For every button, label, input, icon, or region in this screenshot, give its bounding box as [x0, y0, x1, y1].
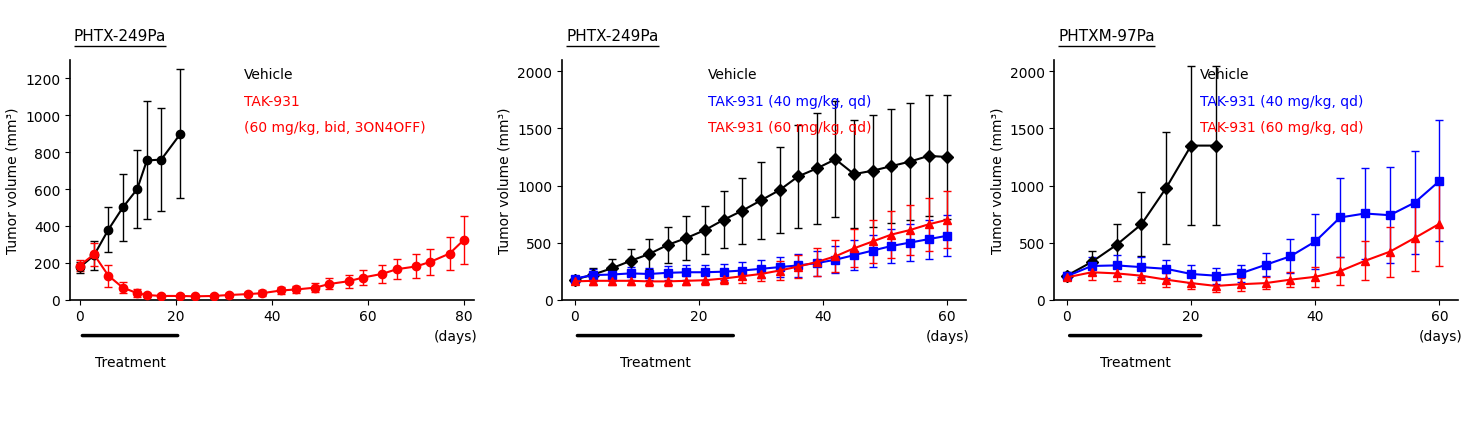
- Text: (days): (days): [926, 329, 970, 343]
- Text: TAK-931 (60 mg/kg, qd): TAK-931 (60 mg/kg, qd): [1200, 121, 1363, 135]
- Y-axis label: Tumor volume (mm³): Tumor volume (mm³): [990, 108, 1003, 254]
- Text: (days): (days): [434, 329, 478, 343]
- Text: Treatment: Treatment: [1100, 355, 1171, 369]
- Text: TAK-931 (40 mg/kg, qd): TAK-931 (40 mg/kg, qd): [707, 94, 871, 108]
- Text: Vehicle: Vehicle: [707, 68, 757, 82]
- Text: TAK-931 (40 mg/kg, qd): TAK-931 (40 mg/kg, qd): [1200, 94, 1363, 108]
- Text: Treatment: Treatment: [621, 355, 691, 369]
- Text: Vehicle: Vehicle: [1200, 68, 1250, 82]
- Text: (60 mg/kg, bid, 3ON4OFF): (60 mg/kg, bid, 3ON4OFF): [244, 121, 425, 135]
- Text: Vehicle: Vehicle: [244, 68, 293, 82]
- Text: TAK-931 (60 mg/kg, qd): TAK-931 (60 mg/kg, qd): [707, 121, 871, 135]
- Text: Treatment: Treatment: [94, 355, 166, 369]
- Text: (days): (days): [1419, 329, 1463, 343]
- Text: PHTXM-97Pa: PHTXM-97Pa: [1059, 29, 1155, 44]
- Y-axis label: Tumor volume (mm³): Tumor volume (mm³): [497, 108, 512, 254]
- Text: TAK-931: TAK-931: [244, 94, 299, 108]
- Text: PHTX-249Pa: PHTX-249Pa: [73, 29, 166, 44]
- Text: PHTX-249Pa: PHTX-249Pa: [566, 29, 659, 44]
- Y-axis label: Tumor volume (mm³): Tumor volume (mm³): [6, 108, 19, 254]
